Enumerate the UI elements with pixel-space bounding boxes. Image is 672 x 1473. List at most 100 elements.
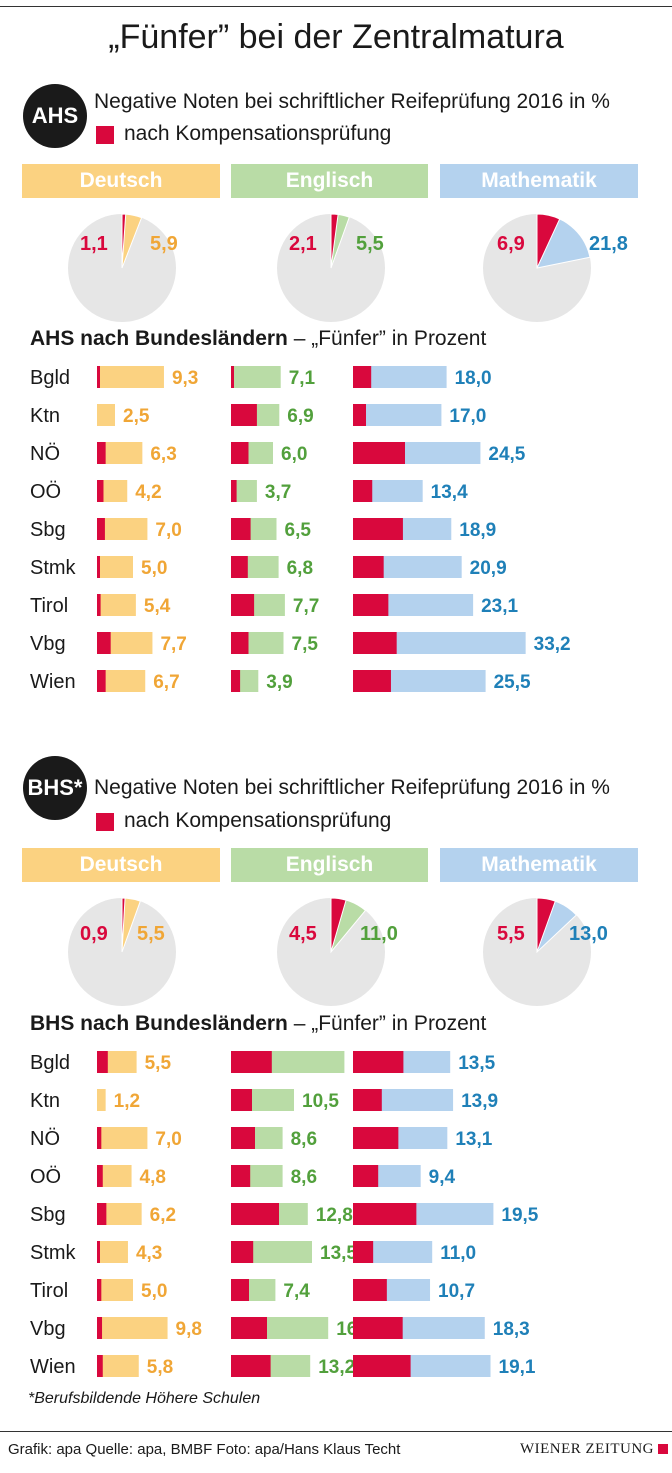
bars-ahs: Bgld 9,3 7,1 18,0 Ktn 2,5 6,9 17,0 NÖ 6,3 6,0 24,5 O… <box>30 366 571 693</box>
bar-after <box>353 1355 411 1377</box>
top-rule <box>0 6 672 7</box>
footnote: *Berufsbildende Höhere Schulen <box>28 1390 261 1407</box>
bar-value-label: 17,0 <box>449 406 486 427</box>
bar-total <box>97 1203 142 1225</box>
bar-value-label: 18,0 <box>455 368 492 389</box>
bar-value-label: 24,5 <box>488 444 525 465</box>
pie-mathematik <box>483 897 591 1006</box>
bar-value-label: 13,9 <box>461 1091 498 1112</box>
pie-label-after: 4,5 <box>289 923 317 945</box>
bar-total <box>97 404 115 426</box>
subject-header-deutsch: Deutsch <box>22 164 220 198</box>
bar-after <box>97 1165 103 1187</box>
state-label: Ktn <box>30 405 60 427</box>
bar-after <box>353 480 373 502</box>
pie-englisch <box>277 213 385 322</box>
bar-value-label: 7,4 <box>283 1281 310 1302</box>
bar-value-label: 9,3 <box>172 368 198 389</box>
bar-value-label: 7,7 <box>160 634 186 655</box>
bar-total <box>97 442 143 464</box>
bar-after <box>353 1165 379 1187</box>
pie-slice-after <box>121 897 126 953</box>
state-label: Bgld <box>30 1052 70 1074</box>
pie-label-after: 0,9 <box>80 923 108 945</box>
bar-value-label: 5,4 <box>144 596 171 617</box>
bar-after <box>231 594 255 616</box>
pie-label-before: 5,9 <box>150 233 178 255</box>
bar-value-label: 13,4 <box>431 482 468 503</box>
bar-after <box>353 1203 417 1225</box>
pie-label-after: 6,9 <box>497 233 525 255</box>
state-label: Sbg <box>30 1204 66 1226</box>
bars-heading-bold: AHS nach Bundesländern <box>30 327 288 350</box>
bar-value-label: 6,8 <box>287 558 313 579</box>
bar-after <box>97 1203 107 1225</box>
bar-after <box>97 1127 102 1149</box>
bars-bhs: Bgld5,518,913,5Ktn1,210,513,9NÖ7,08,613,… <box>30 1051 539 1378</box>
bar-after <box>353 556 384 578</box>
bar-after <box>231 670 241 692</box>
bar-after <box>231 404 257 426</box>
bar-value-label: 6,3 <box>150 444 176 465</box>
bar-after <box>97 632 111 654</box>
bar-value-label: 6,9 <box>287 406 313 427</box>
bar-after <box>231 1355 271 1377</box>
logo-square <box>658 1444 668 1454</box>
bar-total <box>97 594 136 616</box>
section-subtitle: Negative Noten bei schriftlicher Reifepr… <box>94 90 610 113</box>
source-credit: Grafik: apa Quelle: apa, BMBF Foto: apa/… <box>8 1441 401 1458</box>
bar-total <box>97 1317 168 1339</box>
bar-after <box>231 480 237 502</box>
bar-after <box>97 670 106 692</box>
bar-value-label: 10,5 <box>302 1091 339 1112</box>
bar-value-label: 6,5 <box>285 520 312 541</box>
bar-value-label: 20,9 <box>470 558 507 579</box>
bars-heading: BHS nach Bundesländern – „Fünfer” in Pro… <box>30 1012 486 1036</box>
bar-after <box>97 1051 108 1073</box>
pie-label-before: 21,8 <box>589 233 628 255</box>
bar-total <box>353 404 442 426</box>
bar-total <box>353 366 447 388</box>
bar-after <box>231 1051 272 1073</box>
pie-deutsch <box>68 897 176 1006</box>
bar-after <box>353 518 403 540</box>
bar-after <box>97 442 106 464</box>
bars-heading-rest: – „Fünfer” in Prozent <box>287 1012 487 1035</box>
bar-after <box>353 670 391 692</box>
state-label: Wien <box>30 671 76 693</box>
state-label: Bgld <box>30 367 70 389</box>
bar-value-label: 25,5 <box>494 672 531 693</box>
bar-after <box>353 1241 374 1263</box>
bar-total <box>97 366 164 388</box>
bar-total <box>97 1241 128 1263</box>
pie-slice-after <box>330 897 347 953</box>
state-label: Stmk <box>30 1242 77 1264</box>
bar-total <box>231 366 281 388</box>
bar-total <box>97 518 148 540</box>
pie-label-before: 11,0 <box>360 923 398 945</box>
pie-label-after: 5,5 <box>497 923 525 945</box>
publisher-logo: WIENER ZEITUNG <box>519 1441 654 1457</box>
bar-value-label: 33,2 <box>534 634 571 655</box>
legend-label: nach Kompensationsprüfung <box>124 122 392 145</box>
bar-after <box>353 1127 399 1149</box>
subject-header-mathematik: Mathematik <box>440 164 638 198</box>
bar-after <box>353 1089 382 1111</box>
bars-heading-rest: – „Fünfer” in Prozent <box>287 327 487 350</box>
bar-value-label: 7,7 <box>293 596 319 617</box>
bar-after <box>231 1165 251 1187</box>
bar-value-label: 4,2 <box>135 482 161 503</box>
bars-heading-bold: BHS nach Bundesländern <box>30 1012 288 1035</box>
bar-value-label: 13,5 <box>458 1053 495 1074</box>
subject-header-englisch: Englisch <box>231 848 428 882</box>
bar-after <box>231 1279 249 1301</box>
pie-slice-after <box>536 213 561 269</box>
bar-after <box>353 632 397 654</box>
pie-label-before: 13,0 <box>569 923 608 945</box>
bar-value-label: 5,8 <box>147 1357 173 1378</box>
bar-after <box>97 366 100 388</box>
bar-value-label: 6,7 <box>153 672 179 693</box>
state-label: Stmk <box>30 557 77 579</box>
subject-header-mathematik: Mathematik <box>440 848 638 882</box>
page-title: „Fünfer” bei der Zentralmatura <box>108 18 564 56</box>
